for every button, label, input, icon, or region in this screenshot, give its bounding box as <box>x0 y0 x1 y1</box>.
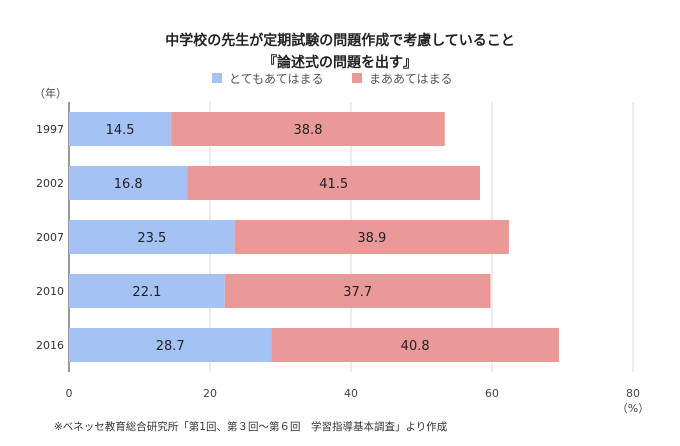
bar-segment <box>69 112 172 146</box>
data-label: 37.7 <box>343 285 372 300</box>
legend: とてもあてはまる まああてはまる <box>212 72 453 86</box>
category-label: 1997 <box>36 123 64 136</box>
category-label: 2002 <box>36 177 64 190</box>
bar-segment <box>224 274 491 308</box>
data-label: 41.5 <box>319 177 348 192</box>
bar-segment <box>69 274 225 308</box>
data-label: 14.5 <box>106 123 135 138</box>
x-tick-label: 20 <box>203 387 217 400</box>
source-note: ※ベネッセ教育総合研究所「第1回、第３回～第６回 学習指導基本調査」より作成 <box>54 420 448 433</box>
category-label: 2007 <box>36 231 64 244</box>
x-tick-label: 40 <box>344 387 358 400</box>
bar-segment <box>69 220 235 254</box>
category-label: 2016 <box>36 339 64 352</box>
chart-subtitle: 『論述式の問題を出す』 <box>263 54 417 71</box>
bar-segment <box>69 166 188 200</box>
bar-segment <box>171 112 445 146</box>
data-label: 23.5 <box>137 231 166 246</box>
bar-segment <box>234 220 509 254</box>
data-label: 38.9 <box>357 231 386 246</box>
legend-swatch <box>352 73 362 83</box>
chart-title: 中学校の先生が定期試験の問題作成で考慮していること <box>165 32 515 49</box>
x-axis-unit: （%） <box>617 402 649 415</box>
x-tick-label: 60 <box>485 387 499 400</box>
legend-swatch <box>212 73 222 83</box>
bar-segment <box>187 166 481 200</box>
y-axis-label: （年） <box>34 86 67 100</box>
bar-segment <box>69 328 272 362</box>
data-label: 28.7 <box>156 339 185 354</box>
legend-label: とてもあてはまる <box>229 72 324 86</box>
category-label: 2010 <box>36 285 64 298</box>
legend-label: まああてはまる <box>369 72 453 86</box>
bars: 1997 14.5 38.8 2002 16.8 41.5 2007 23.5 38.9 2010… <box>36 112 559 362</box>
x-axis-ticks: 0 20 40 60 80 <box>66 387 641 400</box>
data-label: 22.1 <box>132 285 161 300</box>
x-tick-label: 0 <box>66 387 73 400</box>
x-tick-label: 80 <box>626 387 640 400</box>
data-label: 40.8 <box>401 339 430 354</box>
data-label: 38.8 <box>294 123 323 138</box>
data-label: 16.8 <box>114 177 143 192</box>
bar-segment <box>271 328 559 362</box>
